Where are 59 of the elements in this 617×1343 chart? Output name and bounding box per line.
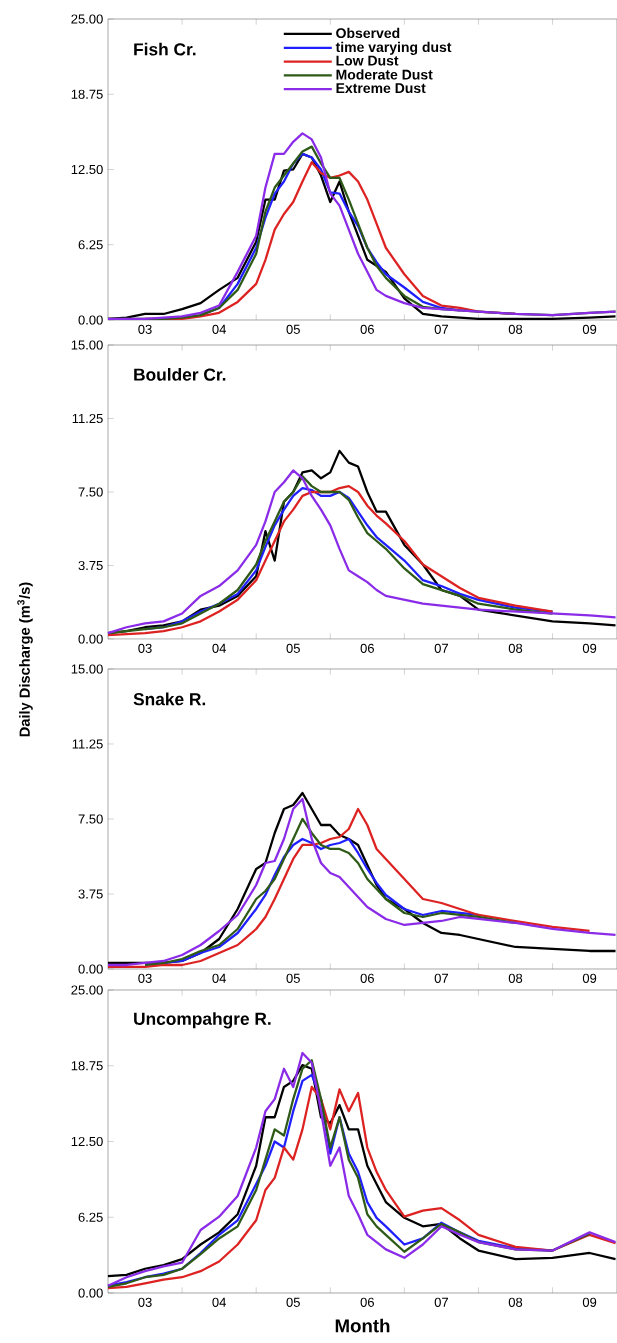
x-tick-label: 03 [138, 973, 152, 983]
x-tick-label: 09 [582, 1297, 597, 1307]
y-tick-label: 7.50 [78, 487, 103, 497]
x-tick-label: 09 [582, 973, 597, 983]
x-tick-label: 07 [434, 1297, 448, 1307]
y-tick-label: 0.00 [78, 634, 103, 644]
y-tick-label: 12.50 [71, 1136, 103, 1147]
legend-label: Low Dust [336, 55, 399, 66]
y-tick-label: 12.50 [71, 164, 103, 175]
x-tick-label: 07 [434, 643, 448, 653]
x-tick-label: 08 [508, 1297, 523, 1307]
legend-label: time varying dust [335, 41, 452, 55]
x-tick-label: 03 [138, 324, 152, 334]
x-tick-label: 06 [360, 643, 374, 653]
legend-label: Moderate Dust [336, 69, 433, 80]
x-tick-label: 08 [508, 973, 523, 983]
y-tick-label: 7.50 [78, 814, 103, 824]
x-tick-label: 08 [508, 324, 523, 334]
x-tick-label: 05 [286, 1297, 300, 1307]
y-tick-label: 0.00 [78, 1288, 103, 1298]
x-tick-label: 07 [434, 973, 448, 983]
y-tick-label: 25.00 [71, 985, 103, 995]
x-tick-label: 07 [434, 324, 448, 334]
x-tick-label: 06 [360, 1297, 374, 1307]
x-tick-label: 03 [138, 643, 152, 653]
y-tick-label: 6.25 [78, 1212, 103, 1222]
y-axis-title: Daily Discharge (m$^{3}$/s) [17, 582, 33, 737]
x-tick-label: 04 [212, 643, 226, 653]
x-tick-label: 08 [508, 643, 523, 653]
y-tick-label: 15.00 [71, 340, 103, 350]
y-tick-label: 18.75 [71, 89, 103, 99]
y-tick-label: 18.75 [71, 1061, 103, 1071]
y-tick-label: 11.25 [72, 413, 103, 424]
y-tick-label: 0.00 [78, 964, 103, 974]
text: Boulder Cr. [134, 368, 226, 381]
text: Fish Cr. [134, 42, 196, 56]
y-tick-label: 3.75 [78, 560, 103, 571]
x-axis-title: Month [335, 1318, 390, 1333]
x-tick-label: 06 [360, 973, 374, 983]
y-tick-label: 11.25 [72, 739, 103, 749]
text: Uncompahgre R. [134, 1012, 271, 1029]
y-tick-label: 6.25 [78, 240, 103, 250]
x-tick-label: 05 [286, 324, 300, 334]
x-tick-label: 05 [286, 643, 300, 653]
x-tick-label: 05 [286, 973, 300, 983]
text: Snake R. [133, 692, 206, 706]
x-tick-label: 04 [212, 973, 226, 983]
y-tick-label: 15.00 [71, 664, 103, 674]
x-tick-label: 04 [212, 1297, 226, 1307]
x-tick-label: 04 [212, 324, 226, 334]
x-tick-label: 09 [582, 643, 597, 653]
legend-label: Observed [336, 27, 400, 39]
y-tick-label: 25.00 [71, 14, 103, 24]
y-tick-label: 3.75 [78, 889, 103, 899]
x-tick-label: 03 [138, 1297, 152, 1307]
x-tick-label: 06 [360, 324, 374, 334]
x-tick-label: 09 [582, 324, 597, 334]
legend-label: Extreme Dust [336, 83, 426, 94]
y-tick-label: 0.00 [78, 315, 103, 325]
